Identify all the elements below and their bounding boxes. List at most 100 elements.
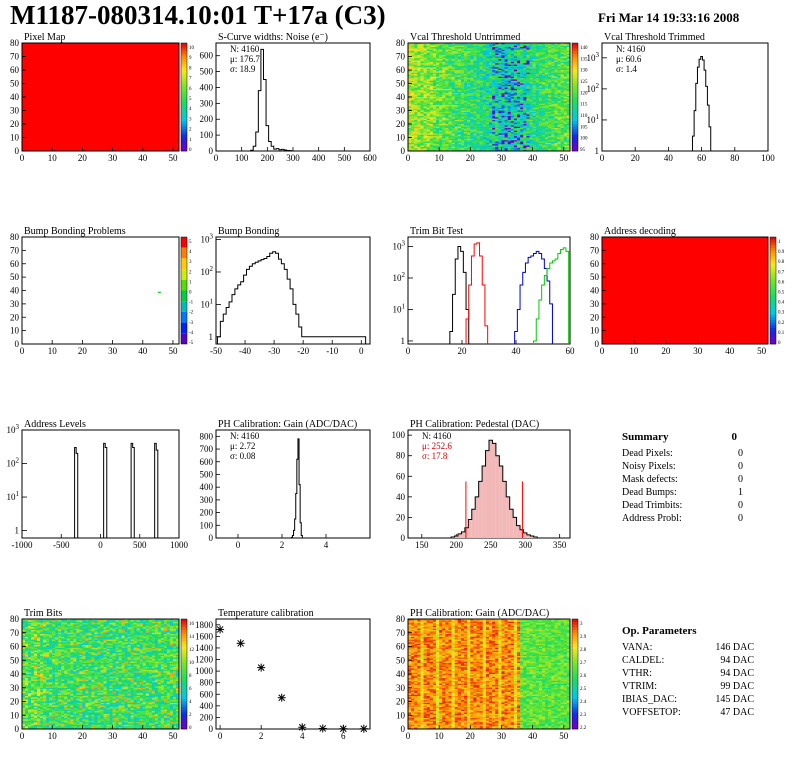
heatmap-cell xyxy=(467,114,471,117)
heatmap-cell xyxy=(464,144,468,146)
heatmap-cell xyxy=(489,122,493,125)
heatmap-cell xyxy=(485,70,490,72)
histogram-fill xyxy=(530,535,534,538)
heatmap-cell xyxy=(489,94,493,96)
heatmap-cell xyxy=(551,53,555,56)
heatmap-cell xyxy=(507,113,512,115)
heatmap-cell xyxy=(457,119,462,122)
heatmap-cell xyxy=(442,44,446,46)
heatmap-cell xyxy=(554,122,558,125)
heatmap-cell xyxy=(541,92,546,95)
colorbar-segment xyxy=(770,239,776,243)
heatmap-cell xyxy=(501,86,505,88)
heatmap-cell xyxy=(411,118,415,121)
heatmap-cell xyxy=(432,87,437,90)
stats-line: σ: 18.9 xyxy=(230,64,256,74)
heatmap-cell xyxy=(448,115,452,118)
heatmap-cell xyxy=(436,65,440,68)
heatmap-cell xyxy=(420,138,424,141)
heatmap-cell xyxy=(560,87,564,90)
heatmap-cell xyxy=(538,121,543,123)
heatmap-cell xyxy=(560,86,564,88)
heatmap-cell xyxy=(467,56,471,59)
heatmap-cell xyxy=(566,95,571,98)
histogram-fill xyxy=(520,529,524,538)
heatmap-cell xyxy=(495,110,499,113)
colorbar-segment xyxy=(181,107,187,111)
heatmap-cell xyxy=(417,146,421,149)
colorbar-label: 120 xyxy=(580,91,588,96)
heatmap-cell xyxy=(22,691,26,694)
heatmap-cell xyxy=(423,84,427,87)
heatmap-cell xyxy=(426,97,431,99)
heatmap-cell xyxy=(25,705,29,708)
heatmap-cell xyxy=(501,132,505,134)
heatmap-cell xyxy=(545,146,549,149)
x-tick-label: -1000 xyxy=(12,540,33,550)
heatmap-cell xyxy=(548,49,552,52)
heatmap-cell xyxy=(464,56,468,59)
heatmap-cell xyxy=(473,71,477,73)
heatmap-cell xyxy=(414,53,418,56)
heatmap-cell xyxy=(408,103,412,106)
heatmap-cell xyxy=(423,107,427,110)
heatmap-cell xyxy=(538,109,543,111)
heatmap-cell xyxy=(414,71,418,73)
heatmap-cell xyxy=(31,672,35,675)
heatmap-cell xyxy=(504,111,508,114)
heatmap-cell xyxy=(460,47,465,49)
heatmap-cell xyxy=(520,71,524,73)
heatmap-cell xyxy=(517,121,521,123)
heatmap-cell xyxy=(426,90,431,92)
heatmap-cell xyxy=(451,90,455,92)
heatmap-cell xyxy=(492,110,496,113)
heatmap-cell xyxy=(557,84,561,87)
x-tick-label: -20 xyxy=(297,346,309,356)
heatmap-cell xyxy=(442,68,446,71)
heatmap-cell xyxy=(523,115,527,118)
heatmap-cell xyxy=(464,92,468,95)
heatmap-cell xyxy=(485,149,490,152)
heatmap-cell xyxy=(485,134,490,137)
heatmap-cell xyxy=(454,88,459,91)
heatmap-cell xyxy=(476,82,480,84)
heatmap-cell xyxy=(538,136,543,138)
heatmap-cell xyxy=(498,129,502,131)
y-tick-label: 300 xyxy=(200,495,214,505)
table-row-label: Dead Trimbits: xyxy=(622,500,682,511)
heatmap-cell xyxy=(541,65,546,68)
heatmap-cell xyxy=(451,141,455,144)
heatmap-cell xyxy=(451,83,455,86)
heatmap-cell xyxy=(535,148,540,150)
heatmap-cell xyxy=(551,63,555,65)
heatmap-cell xyxy=(420,75,424,77)
heatmap-cell xyxy=(31,628,35,631)
heatmap-cell xyxy=(501,136,505,138)
heatmap-cell xyxy=(501,71,505,73)
heatmap-cell xyxy=(526,75,530,77)
heatmap-cell xyxy=(489,121,493,123)
heatmap-cell xyxy=(489,124,493,126)
heatmap-cell xyxy=(513,132,518,134)
heatmap-cell xyxy=(504,51,508,53)
heatmap-cell xyxy=(551,86,555,88)
heatmap-cell xyxy=(439,115,443,118)
heatmap-cell xyxy=(560,47,564,49)
heatmap-cell xyxy=(492,75,496,77)
heatmap-cell xyxy=(479,88,483,91)
heatmap-cell xyxy=(479,48,483,50)
heatmap-cell xyxy=(479,78,483,80)
heatmap-cell xyxy=(31,680,35,683)
heatmap-cell xyxy=(429,105,434,107)
colorbar xyxy=(180,236,188,345)
heatmap-cell xyxy=(31,646,35,649)
heatmap-cell xyxy=(411,76,415,79)
heatmap-cell xyxy=(551,87,555,90)
heatmap-cell xyxy=(554,117,558,119)
heatmap-cell xyxy=(551,92,555,95)
heatmap-cell xyxy=(517,136,521,138)
y-tick-label: 20 xyxy=(10,312,20,322)
heatmap-cell xyxy=(408,124,412,126)
heatmap-cell xyxy=(517,97,521,99)
heatmap-cell xyxy=(473,142,477,145)
